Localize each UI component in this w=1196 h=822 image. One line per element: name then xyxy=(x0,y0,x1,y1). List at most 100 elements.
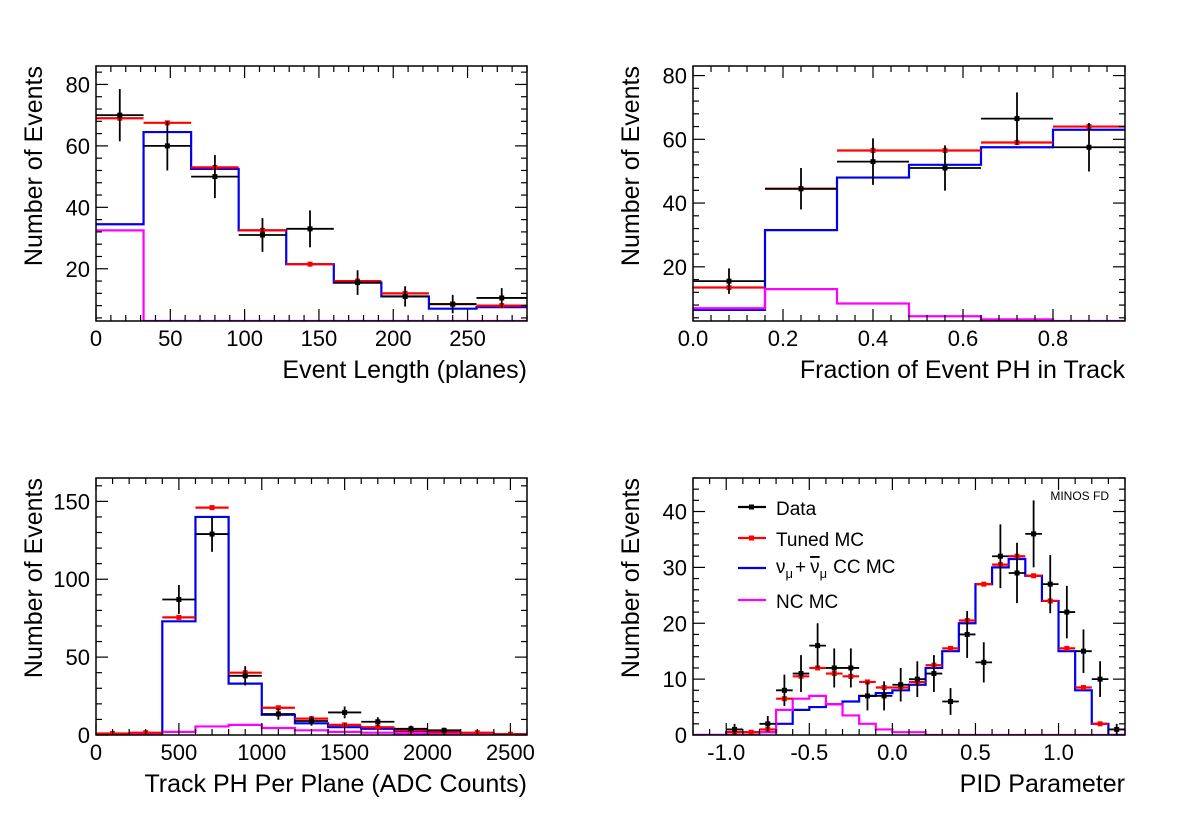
data-point xyxy=(164,143,170,149)
x-tick-label: 0.5 xyxy=(960,740,991,765)
histogram-fraction-ph: 0.0 0.2 0.4 0.6 0.8 20 40 60 80 Fraction of Event… xyxy=(617,64,1126,384)
data-point xyxy=(948,698,954,704)
y-tick-label: 40 xyxy=(663,500,687,525)
x-tick-label: 0.8 xyxy=(1038,326,1069,351)
tuned-point xyxy=(275,705,281,711)
x-axis-label: PID Parameter xyxy=(960,770,1125,798)
x-tick-label: 250 xyxy=(449,326,486,351)
y-tick-label: 40 xyxy=(66,195,90,220)
data-point xyxy=(450,301,456,307)
data-point xyxy=(1086,144,1092,150)
tuned-point xyxy=(375,724,381,730)
tuned-point xyxy=(748,729,754,735)
series-nc-histogram xyxy=(96,229,527,321)
x-tick-label: 2500 xyxy=(486,740,535,765)
legend-marker xyxy=(749,535,754,541)
y-tick-label: 0 xyxy=(78,723,90,748)
plot-frame xyxy=(692,65,1126,322)
x-tick-label: 0.0 xyxy=(877,740,908,765)
data-point xyxy=(212,174,218,180)
data-point xyxy=(1031,531,1037,537)
data-point xyxy=(1097,676,1103,682)
tuned-point xyxy=(981,581,987,587)
legend-entry-nc: NC MC xyxy=(738,592,838,613)
data-point xyxy=(881,693,887,699)
x-axis-label: Fraction of Event PH in Track xyxy=(800,356,1126,384)
plot-area xyxy=(693,500,1125,735)
data-point xyxy=(815,643,821,649)
legend-label-nc: NC MC xyxy=(776,592,838,613)
legend: Data Tuned MC νμ + νμ CC MC NC MC xyxy=(738,499,895,613)
y-axis-label: Number of Events xyxy=(20,478,48,678)
plot-area xyxy=(693,92,1125,321)
data-point xyxy=(781,687,787,693)
y-tick-label: 50 xyxy=(66,645,90,670)
plot-frame xyxy=(692,477,1126,736)
x-axis-label: Track PH Per Plane (ADC Counts) xyxy=(144,770,527,798)
series-cc-histogram xyxy=(96,130,527,310)
data-point xyxy=(931,671,937,677)
x-tick-label: 0.6 xyxy=(948,326,979,351)
x-tick-label: 500 xyxy=(161,740,198,765)
x-tick-label: 0.0 xyxy=(678,326,709,351)
data-point xyxy=(342,709,348,715)
tuned-point xyxy=(307,261,313,267)
data-point xyxy=(831,665,837,671)
y-tick-label: 30 xyxy=(663,555,687,580)
data-point xyxy=(1114,726,1120,732)
y-tick-label: 0 xyxy=(675,723,687,748)
y-tick-label: 10 xyxy=(663,667,687,692)
data-point xyxy=(981,659,987,665)
data-point xyxy=(117,112,123,118)
tuned-point xyxy=(1097,721,1103,727)
series-cc-histogram xyxy=(693,128,1125,311)
series-cc-histogram xyxy=(96,515,527,735)
data-point xyxy=(1047,581,1053,587)
tuned-point xyxy=(176,614,182,620)
legend-label-data: Data xyxy=(776,499,817,520)
y-tick-label: 60 xyxy=(66,134,90,159)
tuned-point xyxy=(948,645,954,651)
data-point xyxy=(242,673,248,679)
plot-area xyxy=(96,505,527,735)
plot-area xyxy=(96,89,527,321)
data-point xyxy=(732,726,738,732)
data-point xyxy=(898,682,904,688)
data-point xyxy=(402,293,408,299)
y-tick-label: 20 xyxy=(663,611,687,636)
x-tick-label: 0 xyxy=(90,740,102,765)
data-point xyxy=(864,693,870,699)
data-point xyxy=(997,553,1003,559)
x-tick-label: -1.0 xyxy=(707,740,745,765)
plot-frame xyxy=(95,65,528,322)
data-point xyxy=(942,165,948,171)
y-axis-label: Number of Events xyxy=(20,66,48,266)
y-tick-label: 150 xyxy=(53,489,90,514)
x-tick-label: 1500 xyxy=(320,740,369,765)
tuned-point xyxy=(209,505,215,511)
legend-marker xyxy=(749,504,754,510)
series-cc-histogram xyxy=(693,557,1125,735)
legend-entry-tuned: Tuned MC xyxy=(738,530,864,551)
data-point xyxy=(309,718,314,724)
x-tick-label: 0.2 xyxy=(768,326,799,351)
y-tick-label: 80 xyxy=(663,64,687,89)
legend-label-tuned: Tuned MC xyxy=(776,530,864,551)
data-point xyxy=(1080,648,1086,654)
data-point xyxy=(848,665,854,671)
tuned-point xyxy=(1064,645,1070,651)
legend-label-cc: νμ + νμ CC MC xyxy=(776,557,895,581)
y-axis-label: Number of Events xyxy=(617,478,645,678)
data-point xyxy=(307,226,313,232)
data-point xyxy=(870,159,876,165)
data-point xyxy=(914,676,920,682)
data-point xyxy=(798,186,804,192)
x-tick-label: 200 xyxy=(375,326,412,351)
legend-entry-cc: νμ + νμ CC MC xyxy=(738,557,895,581)
x-tick-label: 0.4 xyxy=(858,326,889,351)
y-tick-label: 20 xyxy=(663,255,687,280)
data-point xyxy=(209,531,215,537)
histogram-event-length: 0 50 100 150 200 250 20 40 60 80 Event Length (pla… xyxy=(20,65,528,384)
y-tick-label: 40 xyxy=(663,191,687,216)
data-point xyxy=(176,596,182,602)
